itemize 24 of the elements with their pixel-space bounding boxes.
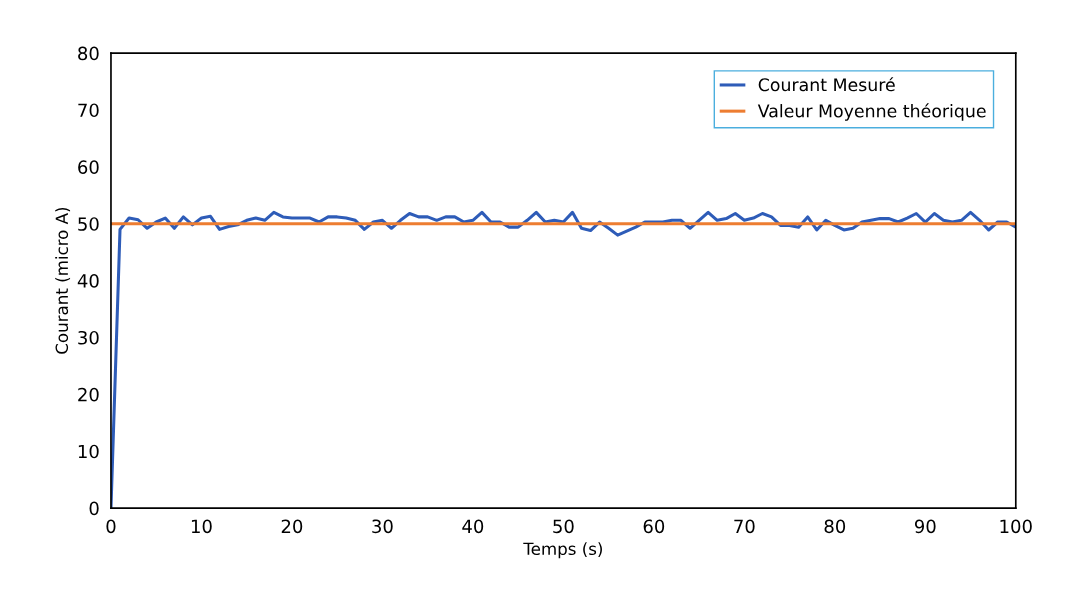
- x-tick-label: 30: [372, 519, 393, 534]
- x-tick-label: 40: [462, 519, 484, 534]
- x-tick-label: 50: [553, 519, 574, 534]
- y-tick-label: 50: [78, 217, 99, 231]
- legend-label: Valeur Moyenne théorique: [757, 103, 986, 121]
- x-tick-label: 100: [1000, 519, 1032, 534]
- x-tick-label: 70: [734, 519, 755, 534]
- x-axis-title: Temps (s): [523, 542, 602, 559]
- x-tick-label: 10: [191, 519, 212, 534]
- y-tick-label: 10: [78, 444, 99, 459]
- x-tick-label: 0: [106, 519, 116, 534]
- x-tick-label: 20: [281, 519, 303, 534]
- y-tick-label: 20: [78, 387, 99, 402]
- y-tick-label: 0: [89, 501, 99, 516]
- x-tick-label: 90: [914, 519, 936, 534]
- x-tick-label: 80: [824, 519, 846, 534]
- legend-label: Courant Mesuré: [758, 77, 895, 92]
- y-tick-label: 30: [78, 330, 99, 345]
- y-tick-label: 70: [78, 103, 99, 118]
- y-axis-title: Courant (micro A): [55, 207, 71, 354]
- y-tick-label: 80: [78, 46, 99, 61]
- x-tick-label: 60: [643, 519, 665, 534]
- y-tick-label: 40: [77, 274, 99, 288]
- y-tick-label: 60: [78, 160, 99, 174]
